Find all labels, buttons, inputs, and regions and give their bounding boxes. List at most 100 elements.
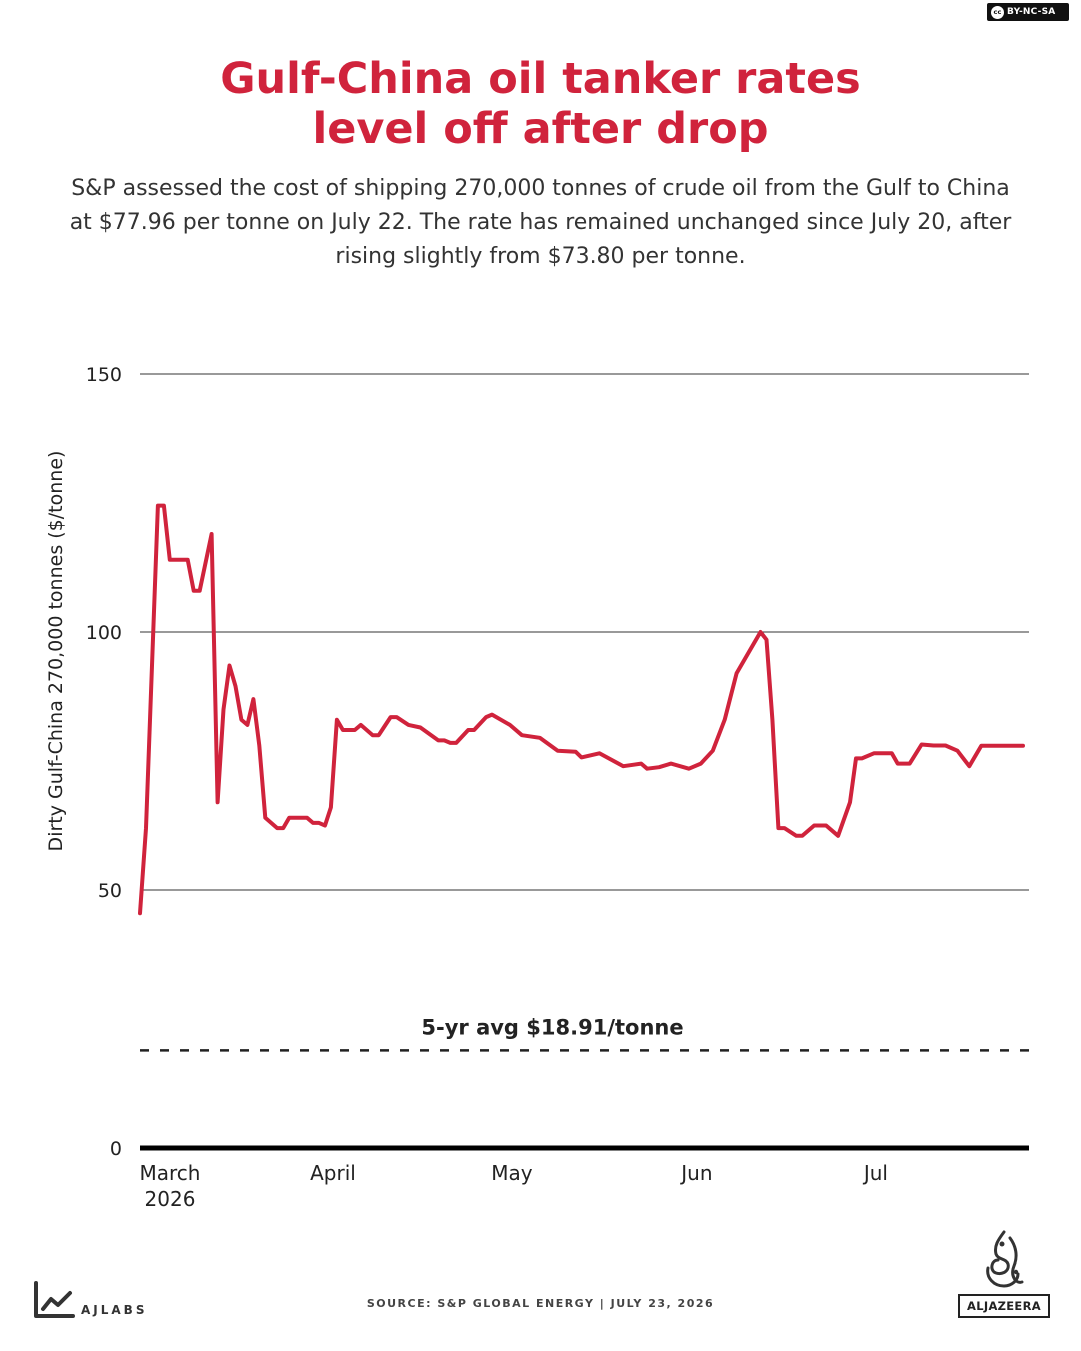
aljazeera-wordmark: ALJAZEERA: [958, 1294, 1050, 1318]
data-point: [872, 752, 875, 755]
series-line: [138, 503, 1025, 916]
data-point: [234, 685, 237, 688]
ajlabs-chart-icon: [34, 1281, 75, 1318]
y-tick-label: 0: [110, 1138, 122, 1160]
data-point: [186, 558, 189, 561]
data-point: [795, 834, 798, 837]
x-tick-sublabel: 2026: [145, 1187, 196, 1211]
data-point: [246, 723, 249, 726]
data-point: [896, 762, 899, 765]
data-point: [317, 821, 320, 824]
data-point: [538, 736, 541, 739]
y-tick-label: 150: [86, 364, 122, 386]
data-point: [222, 708, 225, 711]
x-tick-label: May: [491, 1161, 533, 1185]
data-point: [288, 816, 291, 819]
x-tick-label: Jun: [679, 1161, 712, 1185]
data-point: [711, 749, 714, 752]
source-note: SOURCE: S&P GLOBAL ENERGY | JULY 23, 202…: [366, 1297, 715, 1310]
data-point: [699, 762, 702, 765]
data-point: [956, 749, 959, 752]
data-point: [932, 744, 935, 747]
x-tick-label: April: [310, 1161, 356, 1185]
data-point: [848, 801, 851, 804]
ajlabs-wordmark: AJLABS: [81, 1303, 148, 1317]
data-point: [359, 723, 362, 726]
chart-subtitle: S&P assessed the cost of shipping 270,00…: [69, 176, 1012, 269]
ajlabs-logo: AJLABS: [33, 1281, 147, 1319]
data-point: [920, 743, 923, 746]
data-point: [210, 532, 213, 535]
data-point: [449, 741, 452, 744]
data-point: [1021, 744, 1024, 747]
data-point: [490, 713, 493, 716]
data-point: [264, 816, 267, 819]
data-point: [306, 816, 309, 819]
data-point: [520, 734, 523, 737]
data-point: [198, 589, 201, 592]
data-point: [252, 698, 255, 701]
data-point: [467, 728, 470, 731]
data-point: [669, 762, 672, 765]
license-badge: cc BY-NC-SA: [987, 3, 1069, 21]
data-point: [341, 728, 344, 731]
data-point: [144, 827, 147, 830]
data-point: [162, 504, 165, 507]
data-point: [825, 824, 828, 827]
data-point: [646, 767, 649, 770]
data-point: [138, 912, 141, 915]
cc-icon: cc: [991, 5, 1004, 19]
data-point: [735, 672, 738, 675]
data-point: [419, 726, 422, 729]
data-point: [759, 630, 762, 633]
aljazeera-calligraphy-icon: [986, 1230, 1024, 1288]
data-point: [860, 757, 863, 760]
data-point: [574, 750, 577, 753]
data-point: [240, 718, 243, 721]
data-point: [980, 744, 983, 747]
data-point: [783, 827, 786, 830]
data-point: [228, 664, 231, 667]
data-point: [282, 827, 285, 830]
aljazeera-logo: ALJAZEERA: [958, 1228, 1050, 1318]
data-point: [508, 723, 511, 726]
data-point: [473, 728, 476, 731]
data-point: [908, 762, 911, 765]
data-point: [622, 765, 625, 768]
data-point: [765, 638, 768, 641]
data-point: [353, 728, 356, 731]
data-point: [890, 752, 893, 755]
data-point: [598, 752, 601, 755]
license-label: BY-NC-SA: [1007, 7, 1056, 17]
data-point: [371, 734, 374, 737]
data-point: [854, 757, 857, 760]
data-point: [837, 834, 840, 837]
data-point: [658, 766, 661, 769]
data-point: [216, 801, 219, 804]
data-point: [687, 767, 690, 770]
data-point: [377, 734, 380, 737]
data-point: [156, 504, 159, 507]
data-point: [580, 756, 583, 759]
reference-line-label: 5-yr avg $18.91/tonne: [421, 1015, 683, 1039]
data-point: [640, 762, 643, 765]
data-point: [407, 723, 410, 726]
data-point: [329, 806, 332, 809]
x-tick-label: March: [140, 1161, 201, 1185]
y-tick-label: 50: [98, 880, 122, 902]
data-point: [335, 718, 338, 721]
data-point: [437, 739, 440, 742]
data-point: [777, 827, 780, 830]
data-point: [455, 741, 458, 744]
data-point: [813, 824, 816, 827]
data-point: [443, 739, 446, 742]
data-point: [258, 744, 261, 747]
data-point: [323, 824, 326, 827]
data-point: [485, 716, 488, 719]
data-point: [311, 821, 314, 824]
data-point: [395, 716, 398, 719]
data-point: [801, 834, 804, 837]
data-point: [944, 744, 947, 747]
data-point: [723, 718, 726, 721]
